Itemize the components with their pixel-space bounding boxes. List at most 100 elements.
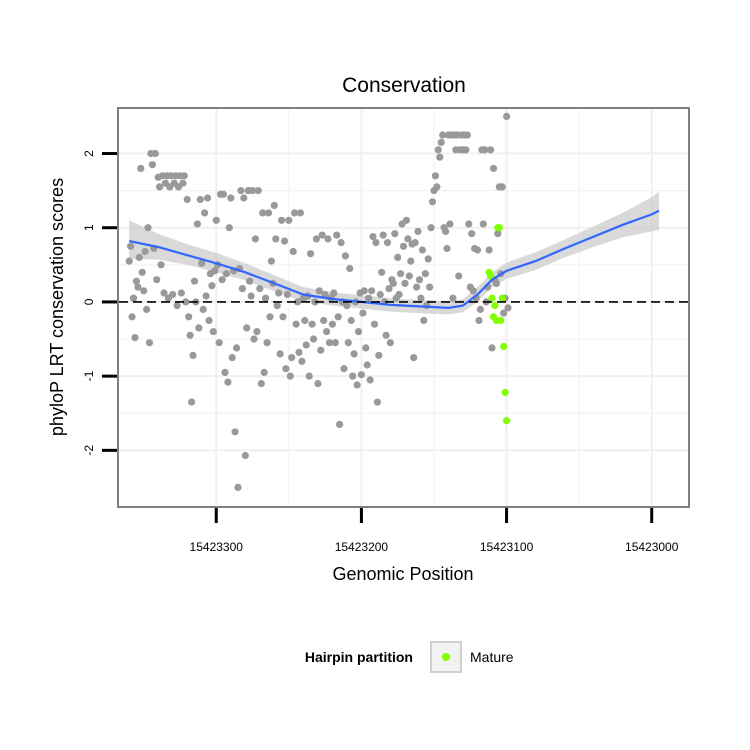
data-point <box>193 220 201 228</box>
legend-title: Hairpin partition <box>305 649 413 665</box>
data-point <box>350 350 358 358</box>
data-point <box>442 227 450 235</box>
data-point <box>446 220 454 228</box>
data-point <box>132 277 140 285</box>
x-tick-label: 15423000 <box>625 540 679 554</box>
data-point <box>198 259 206 267</box>
data-point <box>391 230 399 238</box>
data-point <box>314 380 322 388</box>
data-point <box>307 250 315 258</box>
data-point <box>504 304 512 312</box>
data-point <box>343 302 351 310</box>
data-point <box>376 290 384 299</box>
data-point <box>262 294 270 302</box>
data-point-mature <box>488 294 496 302</box>
data-point <box>317 346 325 354</box>
x-axis: 15423300 15423200 15423100 15423000 <box>190 508 679 554</box>
data-point <box>488 344 496 352</box>
data-point <box>421 270 429 278</box>
data-point <box>240 194 248 202</box>
data-point <box>375 351 383 359</box>
data-point-mature <box>497 316 505 325</box>
data-point-mature <box>500 342 508 351</box>
data-point <box>337 239 345 247</box>
data-point <box>125 257 133 265</box>
mature-points-layer <box>485 224 511 425</box>
data-point <box>330 289 338 297</box>
data-point <box>202 292 210 300</box>
data-point <box>137 164 145 172</box>
smooth-line <box>128 209 660 310</box>
data-point <box>494 230 502 238</box>
data-point <box>295 348 303 356</box>
data-point <box>503 112 511 120</box>
legend: Hairpin partition Mature <box>305 641 514 673</box>
data-point <box>288 354 296 362</box>
data-point <box>476 305 484 313</box>
data-point <box>199 305 207 313</box>
data-point <box>185 313 193 321</box>
data-point-mature <box>495 224 503 232</box>
data-point <box>243 324 251 332</box>
data-point <box>250 335 258 343</box>
data-point <box>378 268 386 276</box>
data-point <box>283 290 291 299</box>
data-point <box>324 235 332 243</box>
data-point <box>414 227 422 235</box>
data-point <box>382 331 390 339</box>
data-point <box>318 231 326 239</box>
data-point <box>424 255 432 263</box>
data-point <box>151 149 159 158</box>
data-point <box>169 290 177 299</box>
data-point <box>346 264 354 273</box>
data-point <box>289 247 297 256</box>
legend-key-mature <box>430 641 462 673</box>
data-point <box>485 246 493 254</box>
data-point <box>341 252 349 260</box>
data-point <box>296 209 304 217</box>
data-point-mature <box>501 388 509 397</box>
data-point <box>228 354 236 362</box>
data-point-mature <box>491 302 499 310</box>
data-point <box>349 372 357 380</box>
data-point <box>270 201 278 210</box>
data-point <box>195 324 203 332</box>
confidence-band-layer <box>129 191 659 315</box>
data-point <box>157 261 165 269</box>
grid <box>119 109 688 506</box>
data-point <box>266 313 274 321</box>
data-point <box>369 233 377 241</box>
data-point <box>312 235 320 243</box>
data-point <box>153 276 161 284</box>
data-point <box>278 216 286 224</box>
data-point <box>280 237 289 245</box>
data-point <box>354 328 363 336</box>
y-tick-label: -1 <box>82 370 96 381</box>
data-point <box>328 320 336 328</box>
data-point <box>323 328 331 336</box>
data-point <box>407 257 415 265</box>
data-point <box>302 341 310 349</box>
data-point <box>177 289 185 297</box>
data-point <box>253 328 261 336</box>
data-point <box>129 294 138 302</box>
data-point <box>298 357 306 365</box>
legend-label-mature: Mature <box>470 649 514 665</box>
data-point <box>468 230 476 238</box>
data-point <box>215 339 223 347</box>
data-point <box>475 316 483 325</box>
data-point <box>140 287 148 295</box>
data-point <box>386 339 394 347</box>
data-point <box>131 334 139 342</box>
data-point <box>257 380 265 388</box>
confidence-band <box>129 191 659 315</box>
smooth-line-layer <box>128 209 660 310</box>
data-point <box>233 344 241 352</box>
data-point <box>218 276 226 284</box>
data-point <box>404 235 412 243</box>
data-point <box>385 285 393 293</box>
data-point <box>370 320 379 328</box>
data-point <box>481 146 489 154</box>
data-point <box>455 272 463 280</box>
